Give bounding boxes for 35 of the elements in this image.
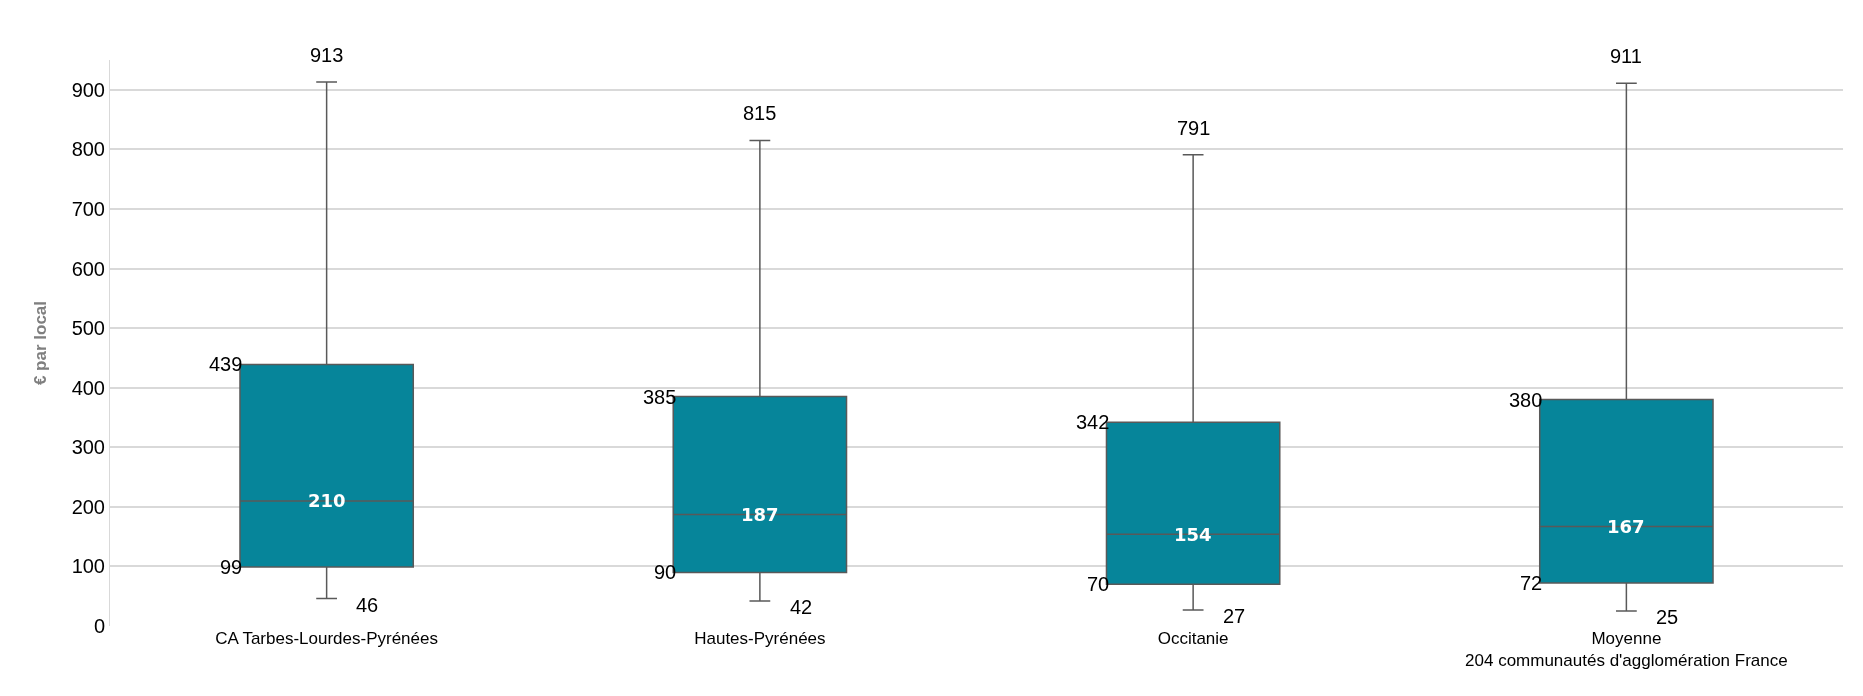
annotation: 70 bbox=[1087, 573, 1110, 595]
annotation: 42 bbox=[790, 596, 813, 618]
annotation: 72 bbox=[1520, 572, 1543, 594]
annotation: 913 bbox=[310, 44, 344, 66]
annotation: 25 bbox=[1656, 606, 1679, 628]
annotation: 27 bbox=[1223, 605, 1246, 627]
annotation: 815 bbox=[743, 102, 777, 124]
annotation: 342 bbox=[1076, 411, 1110, 433]
x-tick-label: Hautes-Pyrénées bbox=[694, 629, 826, 648]
y-tick-label: 0 bbox=[93, 615, 105, 637]
y-tick-label: 200 bbox=[71, 495, 105, 518]
y-axis-title: € par local bbox=[31, 300, 51, 386]
annotation: 167 bbox=[1607, 516, 1645, 537]
x-tick-label: Occitanie bbox=[1157, 629, 1229, 648]
annotation: 439 bbox=[209, 353, 243, 375]
annotation: 791 bbox=[1177, 117, 1211, 139]
annotation: 90 bbox=[654, 561, 677, 583]
annotation: 911 bbox=[1610, 45, 1642, 67]
annotation: 154 bbox=[1174, 524, 1212, 545]
annotation: 385 bbox=[643, 386, 677, 408]
x-tick-label: CA Tarbes-Lourdes-Pyrénées bbox=[215, 629, 438, 648]
y-tick-label: 400 bbox=[71, 376, 105, 399]
annotation: 210 bbox=[308, 490, 346, 511]
y-tick-label: 600 bbox=[71, 257, 105, 280]
y-tick-label: 800 bbox=[71, 138, 105, 161]
annotation: 187 bbox=[741, 504, 779, 525]
annotation: 99 bbox=[220, 556, 243, 578]
y-tick-label: 700 bbox=[71, 197, 105, 220]
y-tick-label: 500 bbox=[71, 317, 105, 340]
annotation: 46 bbox=[356, 594, 379, 616]
y-tick-label: 100 bbox=[71, 555, 105, 578]
x-tick-label: Moyenne 204 communautés d'agglomération France bbox=[1465, 629, 1788, 671]
y-tick-label: 300 bbox=[71, 436, 105, 459]
annotation: 380 bbox=[1509, 389, 1543, 411]
y-tick-label: 900 bbox=[71, 78, 105, 101]
